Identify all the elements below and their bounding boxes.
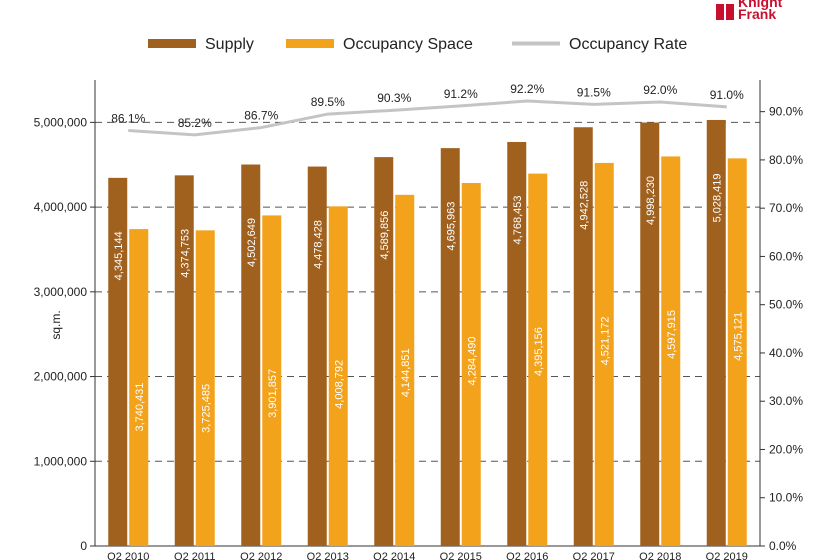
supply-bar: [374, 157, 394, 546]
category-label: Q2 2012: [240, 551, 282, 560]
y-tick-label: 0: [80, 539, 87, 553]
occupancy-space-value-label: 3,740,431: [134, 383, 146, 432]
occupancy-space-bar: [129, 229, 149, 546]
supply-value-label: 4,502,649: [246, 218, 258, 267]
logo-mark-square: [726, 12, 734, 20]
y2-tick-label: 50.0%: [769, 298, 803, 312]
occupancy-rate-line: 86.1% 85.2% 86.7% 89.5% 90.3% 91.2% 92.2% 91.5%…: [111, 82, 744, 137]
y2-tick-label: 20.0%: [769, 442, 803, 456]
occupancy-rate-label: 85.2%: [178, 116, 212, 130]
category-label: Q2 2017: [573, 551, 615, 560]
supply-bar: [174, 175, 194, 546]
occupancy-space-bar: [661, 156, 681, 546]
supply-value-label: 4,478,428: [312, 220, 324, 269]
occupancy-space-value-label: 4,144,851: [400, 348, 412, 397]
occupancy-space-bar: [461, 182, 481, 546]
legend-label-supply: Supply: [205, 36, 254, 53]
supply-value-label: 4,589,856: [379, 211, 391, 260]
y2-tick-label: 10.0%: [769, 491, 803, 505]
occupancy-rate-label: 92.0%: [643, 83, 677, 97]
supply-bar: [640, 122, 660, 546]
logo-mark-square: [726, 4, 734, 12]
logo-mark-square: [716, 4, 724, 12]
category-label: Q2 2018: [639, 551, 681, 560]
supply-bar: [108, 177, 128, 547]
y2-tick-label: 60.0%: [769, 249, 803, 263]
y2-tick-label: 70.0%: [769, 201, 803, 215]
supply-value-label: 4,374,753: [179, 229, 191, 278]
occupancy-rate-label: 86.1%: [111, 111, 145, 125]
occupancy-space-bar: [395, 194, 415, 546]
chart-legend: Supply Occupancy Space Occupancy Rate: [148, 36, 687, 53]
supply-bar: [307, 166, 327, 547]
supply-value-label: 4,942,528: [578, 181, 590, 230]
category-label: Q2 2014: [373, 551, 415, 560]
occupancy-space-value-label: 3,725,485: [200, 384, 212, 433]
legend-swatch-supply: [148, 39, 196, 48]
category-label: Q2 2013: [307, 551, 349, 560]
occupancy-space-bar: [195, 230, 215, 546]
occupancy-rate-label: 89.5%: [311, 95, 345, 109]
y-tick-label: 3,000,000: [34, 285, 88, 299]
legend-label-occupancy-rate: Occupancy Rate: [569, 36, 687, 53]
occupancy-rate-label: 91.0%: [710, 88, 744, 102]
supply-bar: [507, 141, 527, 546]
y-tick-label: 1,000,000: [34, 454, 88, 468]
supply-bar: [573, 127, 593, 546]
occupancy-rate-label: 91.2%: [444, 87, 478, 101]
occupancy-rate-label: 91.5%: [577, 85, 611, 99]
legend-swatch-occupancy-space: [286, 39, 334, 48]
supply-bar: [440, 148, 460, 547]
supply-value-label: 4,998,230: [645, 176, 657, 225]
y2-tick-label: 30.0%: [769, 394, 803, 408]
category-label: Q2 2015: [440, 551, 482, 560]
category-label: Q2 2011: [174, 551, 215, 560]
occupancy-space-value-label: 3,901,857: [267, 369, 279, 418]
occupancy-space-value-label: 4,284,490: [466, 337, 478, 386]
occupancy-space-value-label: 4,597,915: [666, 310, 678, 359]
category-label: Q2 2016: [506, 551, 548, 560]
logo-text: Knight: [738, 0, 783, 10]
occupancy-space-value-label: 4,008,792: [333, 360, 345, 409]
y-tick-label: 2,000,000: [34, 370, 88, 384]
supply-bar: [706, 119, 726, 546]
gridlines: [95, 121, 760, 462]
occupancy-space-bar: [262, 215, 282, 546]
supply-bar: [241, 164, 261, 547]
occupancy-space-value-label: 4,575,121: [732, 312, 744, 361]
category-label: Q2 2019: [706, 551, 748, 560]
logo-text: Frank: [738, 6, 776, 22]
y-tick-label: 5,000,000: [34, 115, 88, 129]
y2-tick-label: 40.0%: [769, 346, 803, 360]
occupancy-space-bar: [328, 206, 348, 546]
logo-mark-square: [716, 12, 724, 20]
occupancy-rate-label: 92.2%: [510, 82, 544, 96]
occupancy-space-bar: [727, 158, 747, 546]
y2-tick-label: 90.0%: [769, 105, 803, 119]
y-tick-label: 4,000,000: [34, 200, 88, 214]
occupancy-rate-label: 90.3%: [377, 91, 411, 105]
category-label: Q2 2010: [107, 551, 149, 560]
occupancy-rate-line: [128, 99, 727, 137]
supply-value-label: 5,028,419: [711, 173, 723, 222]
occupancy-space-value-label: 4,395,156: [533, 327, 545, 376]
occupancy-space-value-label: 4,521,172: [599, 316, 611, 365]
supply-value-label: 4,345,144: [113, 231, 125, 280]
y2-tick-label: 80.0%: [769, 153, 803, 167]
legend-label-occupancy-space: Occupancy Space: [343, 36, 473, 53]
y-axis-title: sq.m.: [49, 310, 63, 339]
supply-value-label: 4,768,453: [512, 196, 524, 245]
occupancy-rate-label: 86.7%: [244, 109, 278, 123]
y2-tick-label: 0.0%: [769, 539, 797, 553]
bars: 4,345,144 3,740,431 Q2 2010 4,374,753 3,725,…: [107, 119, 748, 560]
axes: 0 1,000,000 2,000,000 3,000,000 4,000,000 5,0…: [34, 80, 803, 553]
occupancy-space-bar: [528, 173, 548, 546]
occupancy-space-bar: [594, 162, 614, 547]
supply-value-label: 4,695,963: [445, 202, 457, 251]
